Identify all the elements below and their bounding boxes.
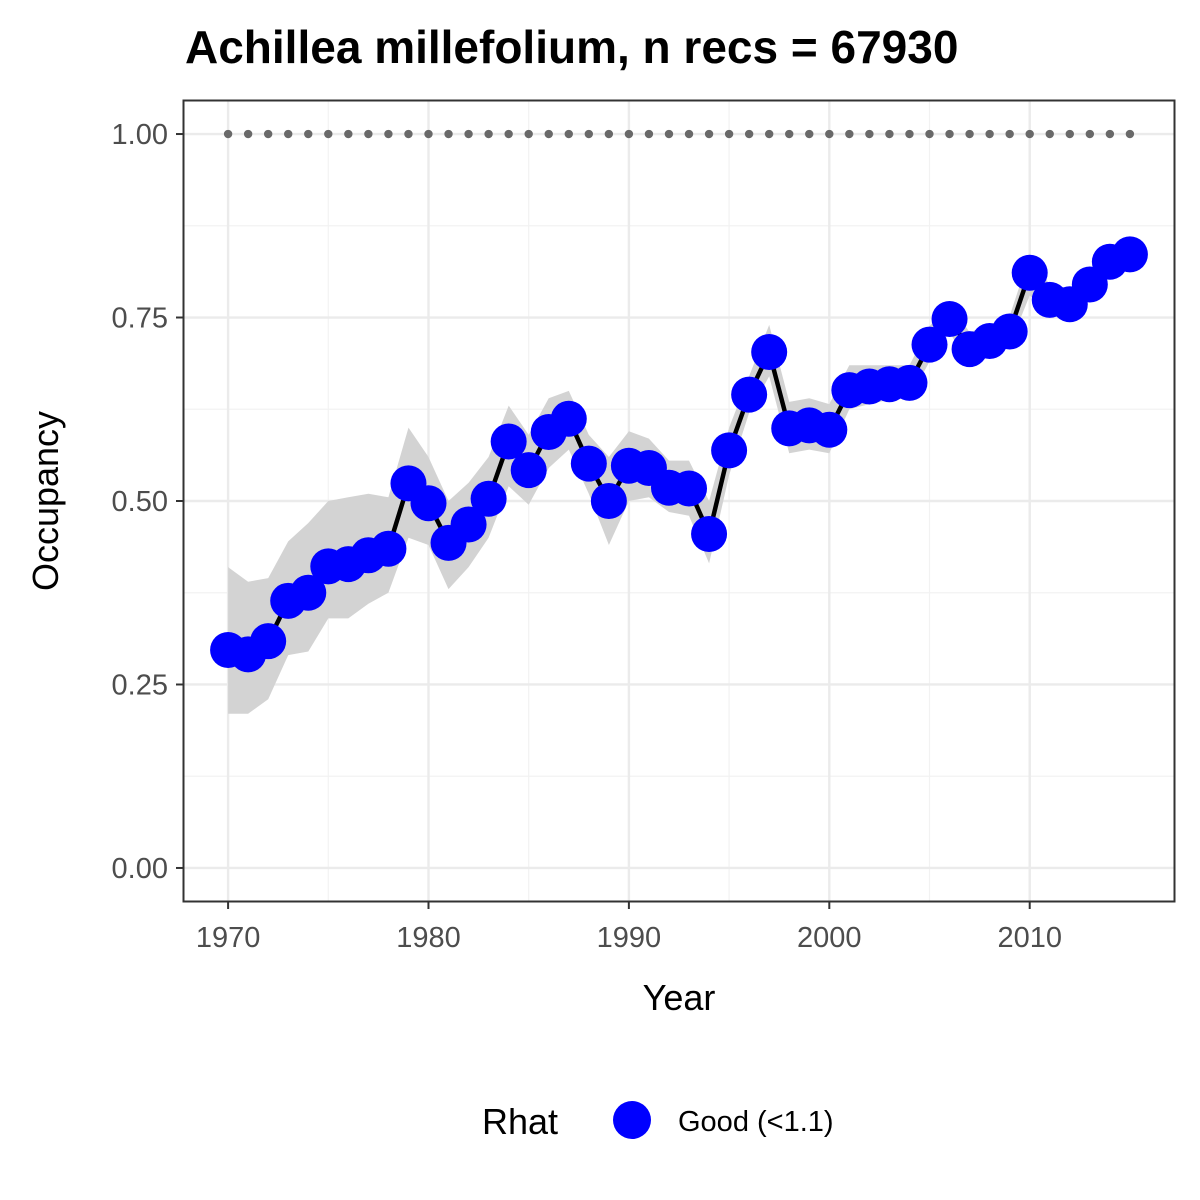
reference-line-dot <box>785 129 794 139</box>
reference-line-dot <box>825 129 834 139</box>
data-point <box>751 334 788 371</box>
reference-line-dot <box>243 129 253 139</box>
x-axis-title: Year <box>643 977 716 1018</box>
reference-line-dot <box>624 129 634 139</box>
reference-line-dot <box>764 129 774 139</box>
legend-title: Rhat <box>482 1101 558 1142</box>
reference-line-dot <box>704 129 714 139</box>
data-point <box>711 432 748 469</box>
data-point <box>450 506 487 543</box>
reference-line-dot <box>965 129 974 139</box>
data-point <box>1011 254 1048 291</box>
reference-line-dot <box>1005 129 1014 139</box>
y-axis: 0.00 0.25 0.50 0.75 1.00 <box>112 119 184 885</box>
reference-line-dot <box>845 129 854 139</box>
reference-line-dot <box>344 129 353 139</box>
data-point <box>510 452 547 489</box>
data-point <box>1111 236 1148 273</box>
reference-line-dot <box>1125 129 1135 139</box>
x-tick-label: 1970 <box>196 922 261 954</box>
reference-line-dot <box>724 129 734 139</box>
reference-line-dot <box>384 129 393 139</box>
reference-line-dot <box>223 129 233 139</box>
reference-line-dot <box>805 129 814 139</box>
x-axis: 1970 1980 1990 2000 2010 <box>196 901 1062 954</box>
x-tick-label: 2010 <box>997 922 1062 954</box>
reference-line-dot <box>925 129 934 139</box>
y-tick-label: 1.00 <box>112 119 168 151</box>
chart-title: Achillea millefolium, n recs = 67930 <box>185 21 958 73</box>
reference-line-layer <box>223 129 1135 139</box>
x-tick-label: 1980 <box>396 922 461 954</box>
legend-key-point <box>613 1101 651 1139</box>
reference-line-dot <box>504 129 513 139</box>
reference-line-dot <box>1085 129 1095 139</box>
reference-line-dot <box>484 129 493 139</box>
reference-line-dot <box>524 129 533 139</box>
reference-line-dot <box>985 129 994 139</box>
data-point <box>290 574 327 611</box>
reference-line-dot <box>644 129 654 139</box>
reference-line-dot <box>263 129 273 139</box>
y-tick-label: 0.75 <box>112 303 168 335</box>
legend-label-good: Good (<1.1) <box>678 1106 834 1138</box>
data-point <box>991 313 1028 350</box>
y-tick-label: 0.25 <box>112 669 168 701</box>
data-point <box>570 445 607 482</box>
data-point <box>931 300 968 337</box>
reference-line-dot <box>664 129 674 139</box>
reference-line-dot <box>1045 129 1054 139</box>
data-point <box>891 364 928 401</box>
data-point <box>911 326 948 363</box>
data-point <box>250 623 287 660</box>
reference-line-dot <box>584 129 594 139</box>
reference-line-dot <box>404 129 413 139</box>
data-point <box>590 483 627 519</box>
reference-line-dot <box>444 129 453 139</box>
y-tick-label: 0.00 <box>112 853 168 885</box>
data-point <box>671 470 708 507</box>
data-points <box>210 236 1148 673</box>
reference-line-dot <box>564 129 573 139</box>
reference-line-dot <box>324 129 333 139</box>
reference-line-dot <box>364 129 373 139</box>
reference-line-dot <box>945 129 954 139</box>
data-point <box>410 485 447 522</box>
reference-line-dot <box>304 129 313 139</box>
data-point <box>490 423 527 460</box>
y-axis-title: Occupancy <box>25 411 66 591</box>
data-point <box>550 400 587 437</box>
reference-line-dot <box>544 129 553 139</box>
reference-line-dot <box>1025 129 1034 139</box>
reference-line-dot <box>905 129 914 139</box>
reference-line-dot <box>604 129 614 139</box>
data-point <box>811 411 848 448</box>
reference-line-dot <box>464 129 473 139</box>
reference-line-dot <box>865 129 874 139</box>
reference-line-dot <box>744 129 754 139</box>
data-point <box>370 530 407 567</box>
data-point <box>731 376 768 413</box>
reference-line-dot <box>1065 129 1074 139</box>
x-tick-label: 2000 <box>797 922 862 954</box>
reference-line-dot <box>424 129 433 139</box>
reference-line-dot <box>284 129 293 139</box>
reference-line-dot <box>885 129 894 139</box>
reference-line-dot <box>684 129 694 139</box>
data-point <box>691 516 728 553</box>
legend: Rhat Good (<1.1) <box>482 1101 834 1142</box>
x-tick-label: 1990 <box>597 922 662 954</box>
data-point <box>470 480 507 517</box>
reference-line-dot <box>1105 129 1115 139</box>
y-tick-label: 0.50 <box>112 486 168 518</box>
